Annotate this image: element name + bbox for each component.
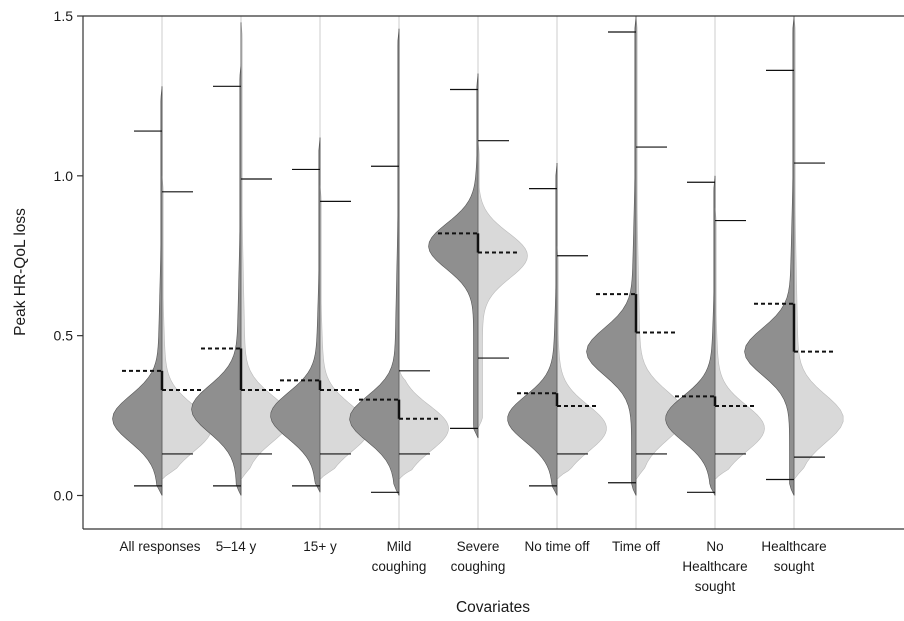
y-tick-label: 0.5 <box>54 328 74 344</box>
stat-lines-layer <box>122 31 834 493</box>
violin-right-half <box>556 246 607 481</box>
violin-left-half <box>191 63 242 496</box>
x-tick-label: 15+ y <box>303 539 337 554</box>
violin-left-half <box>428 73 479 439</box>
x-tick-label-line: sought <box>774 559 815 574</box>
x-tick-label-layer: All responses 5–14 y 15+ y Mild coughingSeve… <box>119 539 826 594</box>
violin-left-half <box>744 15 795 496</box>
violin-left-half <box>270 137 321 493</box>
x-tick-label-line: coughing <box>451 559 506 574</box>
violin-left-half <box>507 163 558 496</box>
x-tick-label-line: sought <box>695 579 736 594</box>
x-tick-label-line: 5–14 y <box>216 539 257 554</box>
x-tick-label: Mild coughing <box>372 539 427 574</box>
x-tick-label-line: Time off <box>612 539 660 554</box>
x-tick-label-line: No time off <box>524 539 589 554</box>
violin-left-half <box>112 86 163 496</box>
x-tick-label-line: coughing <box>372 559 427 574</box>
violin-right-half <box>793 15 844 481</box>
x-tick-label: All responses <box>119 539 200 554</box>
violin-left-half <box>665 175 716 496</box>
violin-right-half <box>161 175 212 481</box>
violin-left-half <box>349 28 400 496</box>
x-tick-label-line: Healthcare <box>682 559 747 574</box>
y-tick-label: 1.0 <box>54 168 74 184</box>
axes-layer <box>82 15 904 530</box>
x-tick-label: Healthcare sought <box>761 539 826 574</box>
x-tick-label-line: Severe <box>457 539 500 554</box>
x-tick-label-line: Healthcare <box>761 539 826 554</box>
violin-right-half <box>398 367 449 481</box>
violin-left-half <box>586 15 637 496</box>
x-axis-title: Covariates <box>456 599 530 616</box>
x-tick-label-line: No <box>706 539 723 554</box>
violin-right-half <box>714 207 765 481</box>
y-tick-label: 0.0 <box>54 488 74 504</box>
violin-right-half <box>477 140 528 429</box>
x-tick-label: No Healthcare sought <box>682 539 747 594</box>
x-tick-label-line: Mild <box>387 539 412 554</box>
y-tick-layer: 0.0 0.5 1.0 1.5 <box>54 8 83 504</box>
x-tick-label: Time off <box>612 539 660 554</box>
y-tick-label: 1.5 <box>54 8 74 24</box>
x-tick-label: 5–14 y <box>216 539 257 554</box>
y-axis-title: Peak HR-QoL loss <box>12 208 29 336</box>
x-tick-label: Severe coughing <box>451 539 506 574</box>
violin-layer <box>112 15 844 529</box>
x-tick-label-line: 15+ y <box>303 539 337 554</box>
x-tick-label-line: All responses <box>119 539 200 554</box>
x-tick-label: No time off <box>524 539 589 554</box>
